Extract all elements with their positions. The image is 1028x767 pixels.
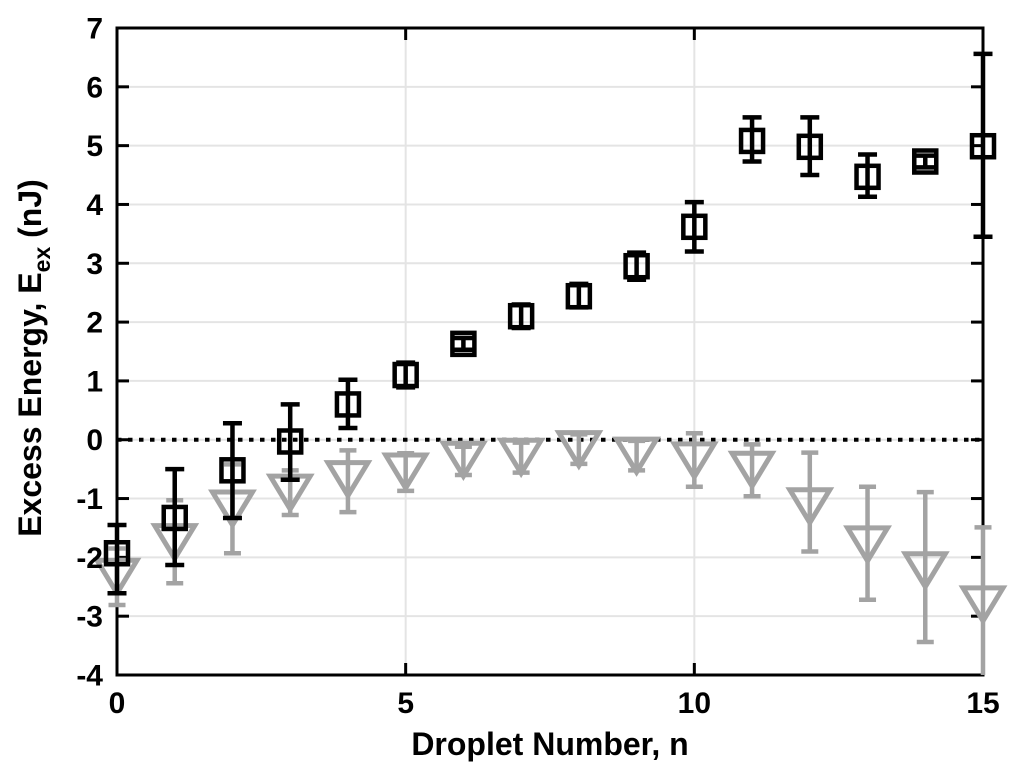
triangle-down-marker (900, 551, 950, 592)
y-tick-label: -2 (76, 542, 103, 575)
triangle-down-marker (438, 440, 488, 482)
square-marker (969, 132, 997, 160)
triangle-down-marker (669, 441, 719, 482)
y-tick-label: -3 (76, 601, 103, 634)
y-tick-label: 3 (86, 248, 103, 281)
triangle-down-marker (843, 525, 892, 566)
square-marker (276, 428, 304, 455)
triangle-down-marker (612, 436, 662, 477)
square-marker (565, 282, 593, 310)
y-tick-label: 4 (86, 189, 103, 222)
square-marker (912, 148, 939, 175)
y-axis-label-unit: (nJ) (12, 179, 48, 247)
triangle-down-marker (727, 450, 777, 492)
square-marker (334, 391, 362, 418)
square-marker (681, 213, 708, 241)
y-tick-label: -1 (76, 483, 103, 516)
plot-box (115, 26, 985, 677)
triangle-down-marker (785, 487, 835, 528)
square-marker (103, 539, 131, 567)
x-tick-label: 0 (109, 687, 126, 720)
triangle-down-marker (323, 460, 373, 501)
y-tick-label: 7 (86, 13, 103, 46)
x-axis-label-text: Droplet Number, n (411, 726, 689, 762)
x-axis-label: Droplet Number, n (117, 728, 983, 760)
y-tick-label: 2 (86, 307, 103, 340)
y-axis-label-subscript: ex (29, 246, 55, 273)
square-marker (392, 361, 419, 389)
x-tick-label: 15 (966, 687, 999, 720)
square-marker (738, 127, 766, 155)
square-marker (450, 330, 477, 358)
square-marker (219, 457, 246, 484)
square-marker (796, 133, 824, 161)
square-marker (161, 504, 188, 532)
y-axis-label-prefix: Excess Energy, E (12, 272, 48, 537)
square-marker (623, 252, 650, 280)
y-axis-label: Excess Energy, Eex (nJ) (12, 179, 55, 537)
square-marker (507, 302, 535, 330)
x-tick-label: 10 (678, 687, 711, 720)
y-tick-label: 1 (86, 365, 103, 398)
triangle-down-marker (381, 452, 431, 493)
square-marker (854, 163, 881, 191)
y-tick-label: 6 (86, 71, 103, 104)
y-tick-label: 5 (86, 130, 103, 163)
x-tick-label: 5 (397, 687, 414, 720)
triangle-down-marker (958, 585, 1008, 626)
triangle-down-marker (496, 437, 546, 479)
y-tick-label: 0 (86, 424, 103, 457)
triangle-down-marker (554, 430, 604, 471)
y-tick-label: -4 (76, 660, 103, 693)
